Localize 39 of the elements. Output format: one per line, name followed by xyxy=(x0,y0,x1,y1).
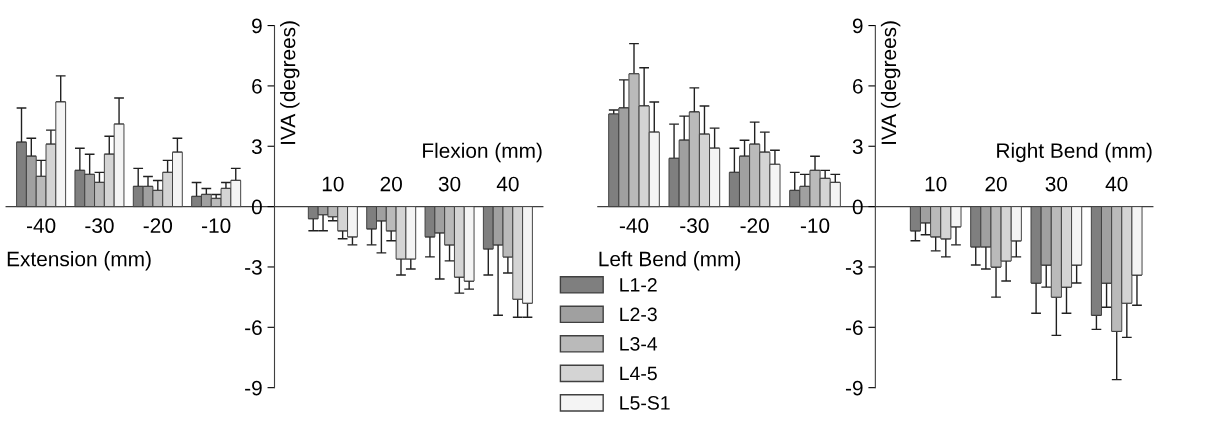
y-tick-label: 6 xyxy=(252,78,262,94)
x-tick-label: -10 xyxy=(202,218,231,234)
y-tick-label: 9 xyxy=(852,18,863,34)
legend-label: L4-5 xyxy=(620,366,657,381)
y-tick-label: -3 xyxy=(245,259,262,275)
x-tick-label: -40 xyxy=(26,218,56,234)
legend-label: L2-3 xyxy=(620,307,657,322)
y-tick-label: 3 xyxy=(251,139,262,155)
x-axis-title: Left Bend (mm) xyxy=(599,251,741,271)
x-tick-label: 10 xyxy=(322,176,344,192)
y-tick-label: -6 xyxy=(245,320,262,336)
y-tick-label: -6 xyxy=(845,320,863,336)
y-tick-label: -3 xyxy=(845,259,863,275)
annotation: Right Bend (mm) xyxy=(997,142,1152,163)
y-tick-label: 3 xyxy=(852,139,863,155)
x-tick-label: 10 xyxy=(925,176,947,192)
legend-label: L3-4 xyxy=(620,336,658,351)
x-tick-label: -30 xyxy=(85,218,114,234)
y-axis-title: IVA (degrees) xyxy=(280,21,300,144)
x-tick-label: -10 xyxy=(800,218,830,234)
x-tick-label: -20 xyxy=(143,218,173,234)
annotation: Flexion (mm) xyxy=(423,142,542,163)
x-axis-title: Extension (mm) xyxy=(7,251,151,271)
x-tick-label: -20 xyxy=(740,218,769,234)
y-tick-label: -9 xyxy=(845,380,863,396)
x-tick-label: 20 xyxy=(985,176,1007,192)
x-tick-label: -30 xyxy=(680,218,709,234)
x-tick-label: 40 xyxy=(496,176,519,192)
x-tick-label: 40 xyxy=(1105,176,1128,192)
y-tick-label: -9 xyxy=(245,380,262,396)
y-tick-label: 6 xyxy=(853,78,863,94)
x-tick-label: 30 xyxy=(1045,176,1068,192)
x-tick-label: -40 xyxy=(619,218,649,234)
x-tick-label: 30 xyxy=(438,176,461,192)
y-axis-title: IVA (degrees) xyxy=(880,21,901,144)
y-tick-label: 9 xyxy=(252,18,262,34)
legend-label: L1-2 xyxy=(620,277,657,292)
legend-label: L5-S1 xyxy=(620,396,670,410)
x-tick-label: 20 xyxy=(380,176,402,192)
